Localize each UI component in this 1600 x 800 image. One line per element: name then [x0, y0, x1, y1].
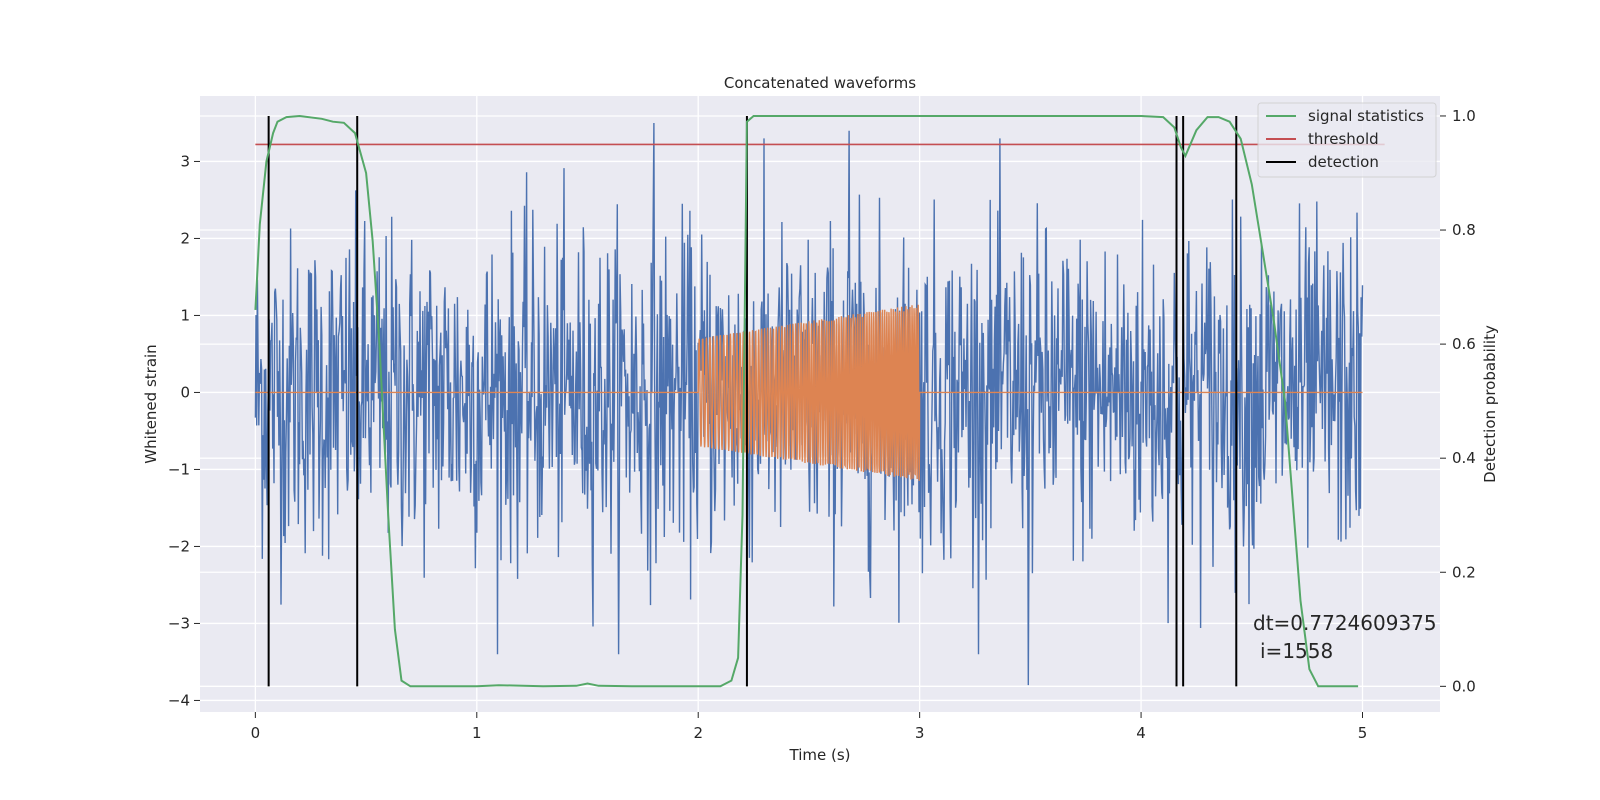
- x-tick-label-0: 0: [251, 724, 261, 742]
- y2-tick-label-2: 0.4: [1452, 449, 1476, 467]
- y-tick-label-1: −3: [168, 614, 190, 632]
- x-tick-label-2: 2: [693, 724, 703, 742]
- series-signal-statistics: [254, 114, 1359, 688]
- legend-label-signal-statistics: signal statistics: [1308, 107, 1424, 125]
- legend-box: [1257, 102, 1437, 178]
- x-tick-label-5: 5: [1358, 724, 1368, 742]
- x-tick-label-4: 4: [1136, 724, 1146, 742]
- y-tick-label-3: −1: [168, 460, 190, 478]
- y-tick-label-7: 3: [180, 152, 190, 170]
- annotation-dt: dt=0.7724609375: [1253, 611, 1437, 635]
- y-tick-label-0: −4: [168, 691, 190, 709]
- y-tick-label-5: 1: [180, 306, 190, 324]
- y-axis-label: Whitened strain: [142, 344, 160, 463]
- legend: signal statistics threshold detection: [1257, 102, 1437, 178]
- x-tick-label-1: 1: [472, 724, 482, 742]
- y2-tick-label-0: 0.0: [1452, 677, 1476, 695]
- y-axis-label-right: Detection probability: [1481, 325, 1499, 483]
- x-tick-label-3: 3: [915, 724, 925, 742]
- plot-content: [254, 114, 1385, 688]
- y2-tick-label-5: 1.0: [1452, 107, 1476, 125]
- chart-title: Concatenated waveforms: [724, 74, 916, 92]
- legend-label-detection: detection: [1308, 153, 1379, 171]
- y2-tick-label-3: 0.6: [1452, 335, 1476, 353]
- y-tick-label-6: 2: [180, 229, 190, 247]
- y-tick-label-2: −2: [168, 537, 190, 555]
- series-whitened-strain: [254, 122, 1364, 686]
- y2-tick-label-1: 0.2: [1452, 563, 1476, 581]
- y-tick-label-4: 0: [180, 383, 190, 401]
- annotation-index: i=1558: [1260, 639, 1333, 663]
- legend-label-threshold: threshold: [1308, 130, 1379, 148]
- y2-tick-label-4: 0.8: [1452, 221, 1476, 239]
- axes-ticks: 0 1 2 3 4 5 −4 −3 −2 −1 0 1 2 3 0.0 0.2 0.4 0.6 0.8 1.0: [168, 107, 1476, 742]
- series-injected-waveform: [255, 304, 1363, 481]
- x-axis-label: Time (s): [789, 746, 851, 764]
